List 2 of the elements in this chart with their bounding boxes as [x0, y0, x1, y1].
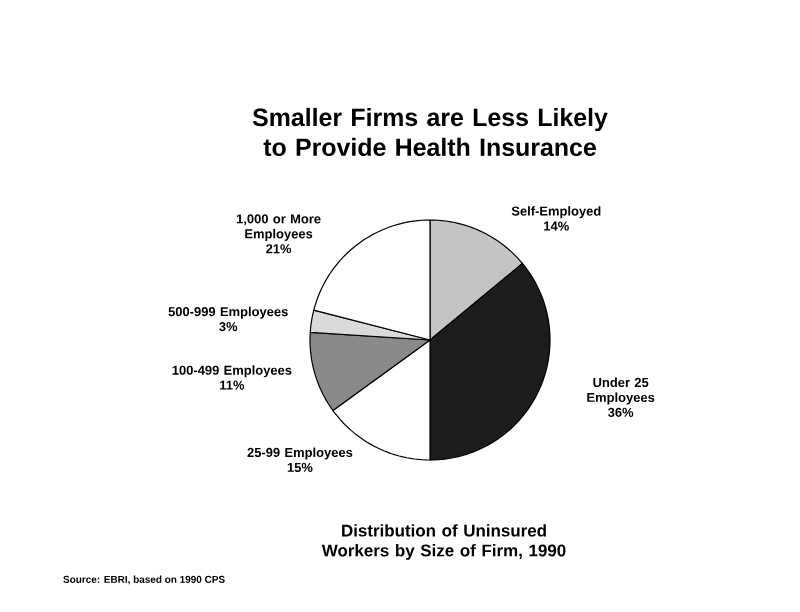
chart-title: Smaller Firms are Less Likely to Provide Health Insurance	[252, 107, 608, 157]
text: Distribution of Uninsured Workers by Size of Firm, 1990	[321, 524, 566, 560]
